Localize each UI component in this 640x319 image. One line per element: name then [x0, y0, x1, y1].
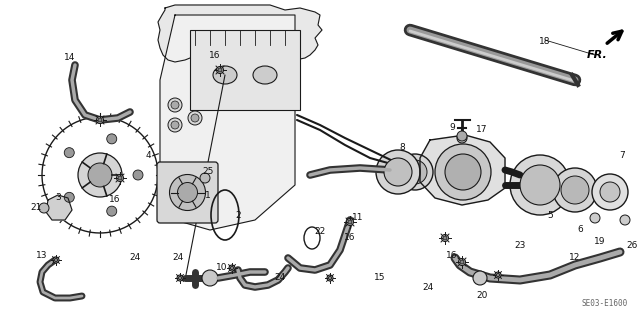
- Circle shape: [443, 236, 447, 240]
- Text: 12: 12: [570, 254, 580, 263]
- Circle shape: [118, 176, 122, 180]
- Polygon shape: [160, 15, 295, 230]
- Circle shape: [458, 258, 465, 265]
- Circle shape: [64, 192, 74, 202]
- Circle shape: [229, 265, 235, 271]
- Circle shape: [179, 276, 182, 280]
- Text: 8: 8: [399, 144, 405, 152]
- Text: SE03-E1600: SE03-E1600: [582, 299, 628, 308]
- Circle shape: [188, 111, 202, 125]
- Circle shape: [473, 271, 487, 285]
- Circle shape: [107, 206, 116, 216]
- Polygon shape: [46, 195, 72, 220]
- Text: 10: 10: [216, 263, 228, 272]
- Text: 9: 9: [449, 123, 455, 132]
- Text: 24: 24: [275, 273, 285, 283]
- Text: 5: 5: [547, 211, 553, 219]
- Text: 16: 16: [446, 250, 458, 259]
- FancyBboxPatch shape: [190, 30, 300, 110]
- Circle shape: [520, 165, 560, 205]
- Circle shape: [445, 154, 481, 190]
- Circle shape: [39, 203, 49, 213]
- Circle shape: [346, 219, 353, 226]
- Circle shape: [202, 270, 218, 286]
- Circle shape: [376, 150, 420, 194]
- Circle shape: [442, 234, 449, 241]
- Circle shape: [620, 215, 630, 225]
- Circle shape: [133, 170, 143, 180]
- Circle shape: [107, 134, 116, 144]
- Text: FR.: FR.: [587, 50, 608, 60]
- Circle shape: [177, 275, 183, 281]
- Circle shape: [78, 153, 122, 197]
- Circle shape: [328, 276, 332, 280]
- Text: 18: 18: [540, 38, 551, 47]
- Circle shape: [88, 163, 112, 187]
- Circle shape: [171, 101, 179, 109]
- Circle shape: [457, 131, 467, 141]
- Text: 17: 17: [476, 125, 488, 135]
- Circle shape: [600, 182, 620, 202]
- Polygon shape: [158, 5, 322, 68]
- Text: 11: 11: [352, 213, 364, 222]
- Circle shape: [54, 258, 58, 262]
- Circle shape: [348, 220, 352, 224]
- Circle shape: [460, 260, 464, 264]
- Text: 21: 21: [30, 204, 42, 212]
- Text: 16: 16: [344, 234, 356, 242]
- Circle shape: [168, 98, 182, 112]
- Text: 1: 1: [205, 190, 211, 199]
- Polygon shape: [420, 135, 505, 205]
- Circle shape: [64, 148, 74, 158]
- Circle shape: [170, 174, 205, 211]
- Circle shape: [98, 118, 102, 122]
- Circle shape: [497, 273, 500, 277]
- Text: 23: 23: [515, 241, 525, 249]
- Circle shape: [200, 173, 210, 183]
- Circle shape: [230, 266, 234, 270]
- Circle shape: [592, 174, 628, 210]
- Circle shape: [561, 176, 589, 204]
- Text: 6: 6: [577, 226, 583, 234]
- Text: 7: 7: [619, 151, 625, 160]
- Text: 20: 20: [476, 291, 488, 300]
- Circle shape: [457, 133, 467, 143]
- Circle shape: [397, 154, 433, 190]
- Circle shape: [171, 121, 179, 129]
- Circle shape: [216, 66, 223, 73]
- Text: 15: 15: [374, 273, 386, 283]
- Circle shape: [53, 257, 59, 263]
- Ellipse shape: [213, 66, 237, 84]
- Circle shape: [191, 114, 199, 122]
- Text: 24: 24: [422, 284, 434, 293]
- Text: 14: 14: [64, 54, 76, 63]
- Text: 2: 2: [235, 211, 241, 219]
- FancyBboxPatch shape: [157, 162, 218, 223]
- Circle shape: [327, 275, 333, 281]
- Circle shape: [435, 144, 491, 200]
- Circle shape: [168, 118, 182, 132]
- Text: 24: 24: [129, 254, 141, 263]
- Text: 16: 16: [109, 196, 121, 204]
- Circle shape: [590, 213, 600, 223]
- Text: 25: 25: [202, 167, 214, 176]
- Circle shape: [218, 68, 222, 72]
- Text: 26: 26: [627, 241, 637, 249]
- Circle shape: [495, 272, 501, 278]
- Circle shape: [97, 116, 104, 123]
- Text: 4: 4: [145, 151, 151, 160]
- Text: 22: 22: [314, 227, 326, 236]
- Circle shape: [116, 174, 124, 182]
- Text: 3: 3: [55, 194, 61, 203]
- Circle shape: [384, 158, 412, 186]
- Text: 13: 13: [36, 250, 48, 259]
- Text: 19: 19: [595, 238, 605, 247]
- Circle shape: [403, 160, 427, 184]
- Circle shape: [177, 182, 198, 203]
- Text: 24: 24: [172, 254, 184, 263]
- Text: 16: 16: [209, 50, 221, 60]
- Circle shape: [553, 168, 597, 212]
- Circle shape: [510, 155, 570, 215]
- Ellipse shape: [253, 66, 277, 84]
